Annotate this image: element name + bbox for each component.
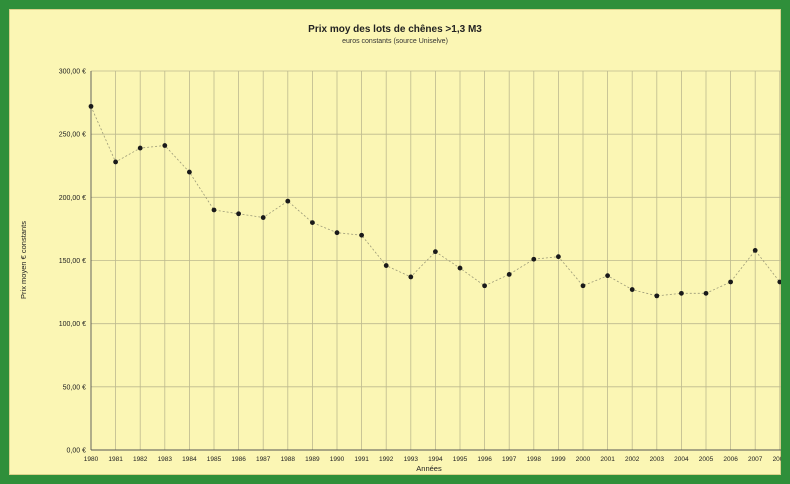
x-tick-label: 1982 (133, 456, 148, 463)
data-point (605, 273, 610, 279)
x-axis-label: Années (416, 464, 442, 473)
data-point (556, 254, 561, 260)
x-tick-label: 1980 (84, 456, 99, 463)
y-tick-label: 0,00 € (67, 448, 87, 455)
data-point (137, 145, 143, 151)
data-point (629, 287, 635, 292)
data-point (162, 143, 168, 148)
trend-path (90, 106, 781, 297)
x-tick-labels: 1980 1981 1982 1983 1984 1985 1986 1987 1988 1989… (84, 456, 781, 463)
x-tick-label: 2008 (773, 456, 781, 463)
x-tick-label: 2005 (699, 456, 714, 463)
data-point (531, 256, 537, 262)
data-point (580, 283, 586, 289)
x-tick-label: 1994 (428, 456, 443, 463)
price-scatter-chart: Prix moy des lots de chênes >1,3 M3 euro… (19, 24, 781, 473)
y-tick-label: 100,00 € (59, 321, 86, 328)
x-tick-label: 1981 (108, 456, 123, 463)
data-point (285, 198, 291, 204)
chart-frame: Prix moy des lots de chênes >1,3 M3 euro… (9, 9, 781, 475)
y-tick-labels: 0,00 € 50,00 € 100,00 € 150,00 € 200,00 € 250… (59, 69, 86, 455)
x-tick-label: 1995 (453, 456, 468, 463)
x-tick-label: 1998 (527, 456, 542, 463)
x-tick-label: 2006 (723, 456, 738, 463)
data-point (703, 290, 709, 296)
x-tick-label: 1997 (502, 456, 517, 463)
y-tick-label: 50,00 € (63, 384, 86, 391)
trend-line (90, 106, 781, 297)
x-tick-label: 1991 (354, 456, 369, 463)
data-point (654, 293, 660, 299)
data-point (236, 211, 242, 217)
data-point (679, 290, 684, 296)
x-tick-label: 1996 (477, 456, 492, 463)
data-point (260, 215, 266, 220)
x-tick-label: 2007 (748, 456, 763, 463)
y-tick-label: 250,00 € (59, 132, 86, 139)
y-tick-label: 150,00 € (59, 258, 86, 265)
data-point (113, 159, 118, 165)
data-point (433, 249, 438, 255)
y-axis-label: Prix moyen € constants (19, 221, 28, 299)
data-point (383, 263, 389, 268)
x-tick-label: 1986 (231, 456, 246, 463)
data-point (408, 274, 414, 280)
data-point (482, 283, 487, 289)
chart-title: Prix moy des lots de chênes >1,3 M3 (308, 24, 482, 35)
data-point (359, 232, 364, 238)
x-tick-label: 1984 (182, 456, 197, 463)
data-point (506, 271, 512, 277)
data-point (728, 279, 733, 285)
y-tick-label: 300,00 € (59, 69, 86, 76)
x-tick-label: 1983 (158, 456, 173, 463)
x-tick-label: 1988 (281, 456, 296, 463)
x-tick-label: 1993 (404, 456, 419, 463)
x-tick-label: 2002 (625, 456, 640, 463)
x-tick-label: 1999 (551, 456, 566, 463)
x-tick-label: 1990 (330, 456, 345, 463)
x-tick-label: 2000 (576, 456, 591, 463)
x-tick-label: 1992 (379, 456, 394, 463)
grid-lines (91, 70, 781, 450)
x-tick-label: 1989 (305, 456, 320, 463)
data-point (88, 103, 94, 109)
data-point (777, 279, 781, 285)
data-point (310, 220, 315, 226)
x-tick-label: 2003 (650, 456, 665, 463)
data-point (752, 247, 758, 253)
y-tick-label: 200,00 € (59, 195, 86, 202)
x-tick-label: 2001 (600, 456, 615, 463)
data-point (211, 207, 217, 213)
x-tick-label: 1985 (207, 456, 222, 463)
data-point (334, 230, 340, 236)
data-points (88, 103, 781, 299)
data-point (187, 169, 192, 175)
x-tick-label: 1987 (256, 456, 271, 463)
chart-subtitle: euros constants (source Uniselve) (342, 38, 448, 45)
x-tick-label: 2004 (674, 456, 689, 463)
data-point (457, 265, 463, 271)
